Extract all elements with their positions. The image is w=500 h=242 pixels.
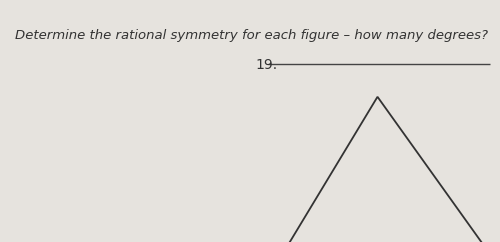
Text: 19.: 19.	[255, 58, 277, 72]
Text: Determine the rational symmetry for each figure – how many degrees?: Determine the rational symmetry for each…	[15, 29, 488, 42]
